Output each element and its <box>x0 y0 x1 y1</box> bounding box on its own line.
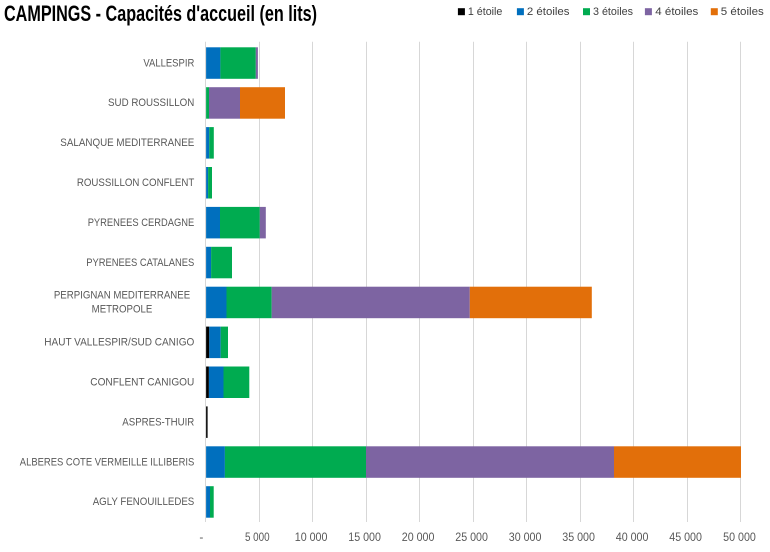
svg-text:15 000: 15 000 <box>348 530 381 544</box>
svg-text:50 000: 50 000 <box>723 530 756 544</box>
svg-text:10 000: 10 000 <box>295 530 328 544</box>
svg-text:PERPIGNAN MEDITERRANEE: PERPIGNAN MEDITERRANEE <box>54 290 191 302</box>
svg-text:SALANQUE MEDITERRANEE: SALANQUE MEDITERRANEE <box>60 137 194 149</box>
svg-text:5 000: 5 000 <box>245 530 270 544</box>
svg-text:45 000: 45 000 <box>669 530 702 544</box>
svg-text:5 étoiles: 5 étoiles <box>721 6 765 18</box>
svg-text:ALBERES COTE VERMEILLE ILLIBER: ALBERES COTE VERMEILLE ILLIBERIS <box>20 456 195 468</box>
svg-text:35 000: 35 000 <box>562 530 595 544</box>
svg-text:-: - <box>199 530 203 544</box>
svg-text:1 étoile: 1 étoile <box>468 6 503 18</box>
svg-text:3 étoiles: 3 étoiles <box>593 6 633 18</box>
svg-text:METROPOLE: METROPOLE <box>92 304 153 316</box>
svg-text:30 000: 30 000 <box>509 530 542 544</box>
svg-text:ROUSSILLON CONFLENT: ROUSSILLON CONFLENT <box>77 177 194 189</box>
svg-text:2 étoiles: 2 étoiles <box>527 6 570 18</box>
svg-text:CONFLENT CANIGOU: CONFLENT CANIGOU <box>90 377 194 389</box>
svg-text:40 000: 40 000 <box>616 530 649 544</box>
svg-text:SUD ROUSSILLON: SUD ROUSSILLON <box>108 97 194 109</box>
svg-text:4 étoiles: 4 étoiles <box>655 6 699 18</box>
svg-text:HAUT VALLESPIR/SUD CANIGO: HAUT VALLESPIR/SUD CANIGO <box>44 337 194 349</box>
svg-text:PYRENEES CATALANES: PYRENEES CATALANES <box>86 257 194 269</box>
svg-text:AGLY FENOUILLEDES: AGLY FENOUILLEDES <box>93 496 195 508</box>
svg-text:VALLESPIR: VALLESPIR <box>143 57 194 69</box>
svg-text:PYRENEES CERDAGNE: PYRENEES CERDAGNE <box>88 217 195 229</box>
svg-text:ASPRES-THUIR: ASPRES-THUIR <box>122 416 194 428</box>
svg-text:CAMPINGS - Capacités d'accueil: CAMPINGS - Capacités d'accueil (en lits) <box>4 1 317 26</box>
svg-text:20 000: 20 000 <box>402 530 435 544</box>
svg-text:25 000: 25 000 <box>455 530 488 544</box>
